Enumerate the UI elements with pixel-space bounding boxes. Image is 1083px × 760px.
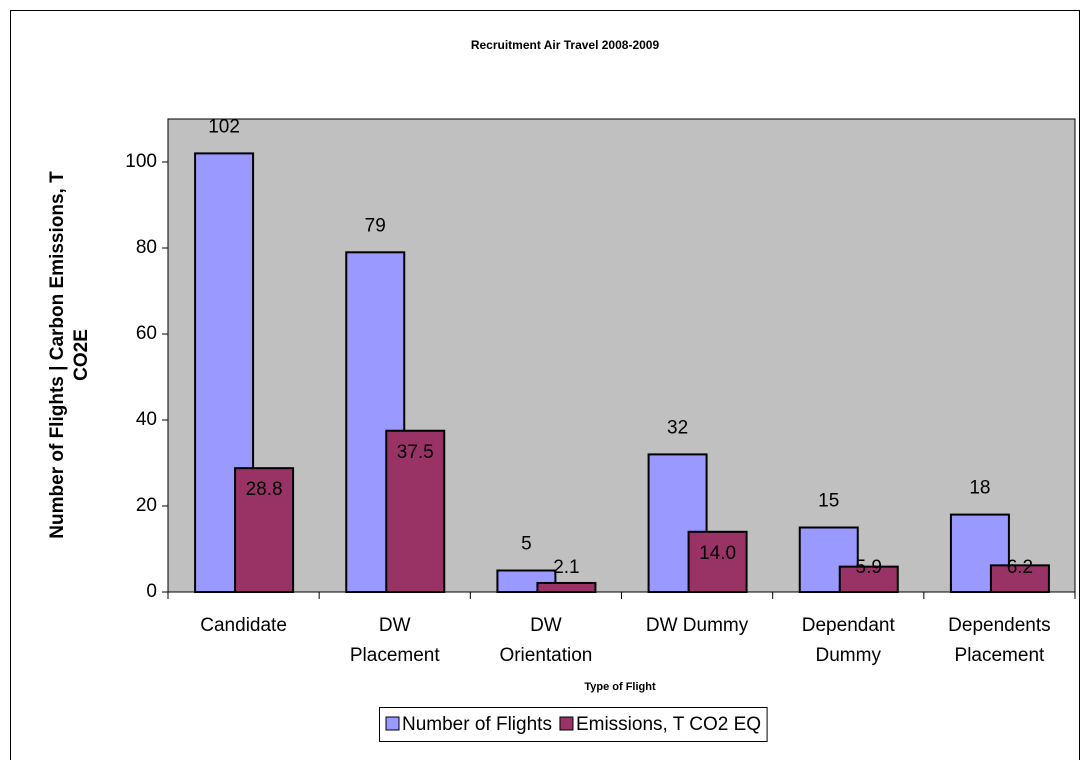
x-tick-label: DW Placement — [350, 615, 440, 666]
y-tick-label: 80 — [136, 237, 157, 258]
data-label: 28.8 — [246, 479, 283, 500]
x-tick-label: DW Orientation — [499, 615, 592, 666]
data-label: 6.2 — [1007, 557, 1033, 578]
data-label: 15 — [818, 491, 839, 512]
legend-swatch — [385, 716, 400, 731]
legend-swatch — [559, 716, 574, 731]
data-label: 2.1 — [553, 557, 579, 578]
bar — [536, 581, 597, 593]
bar — [687, 530, 748, 593]
data-label: 32 — [667, 417, 688, 438]
y-tick-label: 20 — [136, 495, 157, 516]
legend: Number of Flights Emissions, T CO2 EQ — [379, 707, 768, 742]
y-tick-label: 0 — [146, 581, 157, 602]
data-label: 37.5 — [397, 442, 434, 463]
y-tick-label: 60 — [136, 323, 157, 344]
legend-label: Number of Flights — [402, 714, 552, 735]
x-tick-label: Candidate — [200, 615, 287, 636]
chart-title: Recruitment Air Travel 2008-2009 — [471, 38, 660, 52]
plot-area — [167, 118, 1076, 593]
x-tick-label: Dependant Dummy — [802, 615, 896, 666]
data-label: 18 — [969, 478, 990, 499]
data-label: 14.0 — [699, 543, 736, 564]
data-label: 102 — [208, 116, 240, 137]
y-tick-label: 100 — [125, 151, 157, 172]
x-axis-label: Type of Flight — [584, 681, 656, 693]
data-label: 5.9 — [856, 557, 882, 578]
bar — [989, 564, 1050, 594]
bar — [838, 565, 899, 594]
x-tick-label: DW Dummy — [646, 615, 749, 636]
x-tick-label: Dependents Placement — [948, 615, 1050, 666]
y-tick-label: 40 — [136, 409, 157, 430]
data-label: 79 — [365, 215, 386, 236]
data-label: 5 — [521, 534, 532, 555]
bar — [798, 526, 859, 593]
legend-label: Emissions, T CO2 EQ — [576, 714, 761, 735]
bar — [949, 513, 1010, 593]
